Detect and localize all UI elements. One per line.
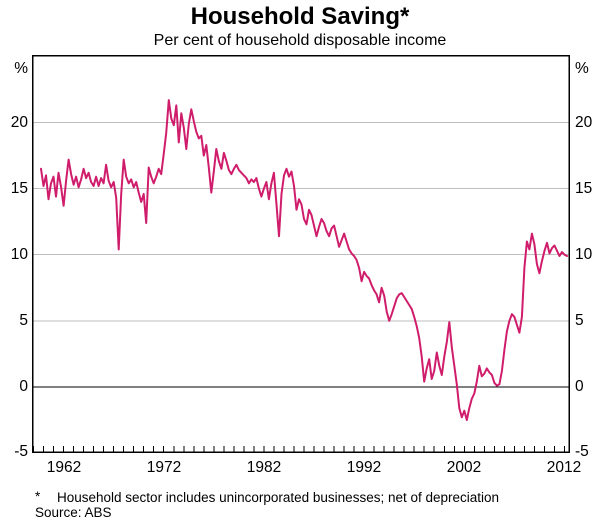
- x-axis-label-1982: 1982: [246, 459, 282, 476]
- y-axis-label-left-15: 15: [10, 180, 28, 197]
- footnote-text: Household sector includes unincorporated…: [57, 490, 500, 505]
- y-axis-label-left-10: 10: [10, 246, 28, 263]
- y-axis-label-left-20: 20: [10, 114, 28, 131]
- y-axis-label-right-neg5: -5: [575, 443, 589, 460]
- y-axis-label-left-neg5: -5: [14, 443, 28, 460]
- chart-title: Household Saving*: [190, 3, 410, 30]
- saving-line: [40, 99, 568, 421]
- y-axis-label-left-5: 5: [19, 312, 28, 329]
- x-axis-label-1962: 1962: [46, 459, 82, 476]
- x-axis-label-1992: 1992: [346, 459, 382, 476]
- plot-border: [32, 55, 570, 453]
- footnote-asterisk: *: [35, 489, 41, 504]
- y-axis-unit-right: %: [575, 60, 589, 77]
- y-axis-unit-left: %: [14, 60, 28, 77]
- x-axis-label-2012: 2012: [546, 459, 582, 476]
- y-axis-label-right-0: 0: [575, 378, 584, 395]
- x-axis-label-1972: 1972: [146, 459, 182, 476]
- chart-subtitle: Per cent of household disposable income: [153, 32, 447, 49]
- y-axis-label-right-5: 5: [575, 312, 584, 329]
- y-axis-label-right-10: 10: [575, 246, 593, 263]
- plot-area: [32, 55, 570, 453]
- source-note: Source: ABS: [35, 505, 112, 520]
- y-axis-label-right-20: 20: [575, 114, 593, 131]
- x-axis-label-2002: 2002: [446, 459, 482, 476]
- plot-svg: [32, 55, 570, 453]
- y-axis-label-left-0: 0: [19, 378, 28, 395]
- y-axis-label-right-15: 15: [575, 180, 593, 197]
